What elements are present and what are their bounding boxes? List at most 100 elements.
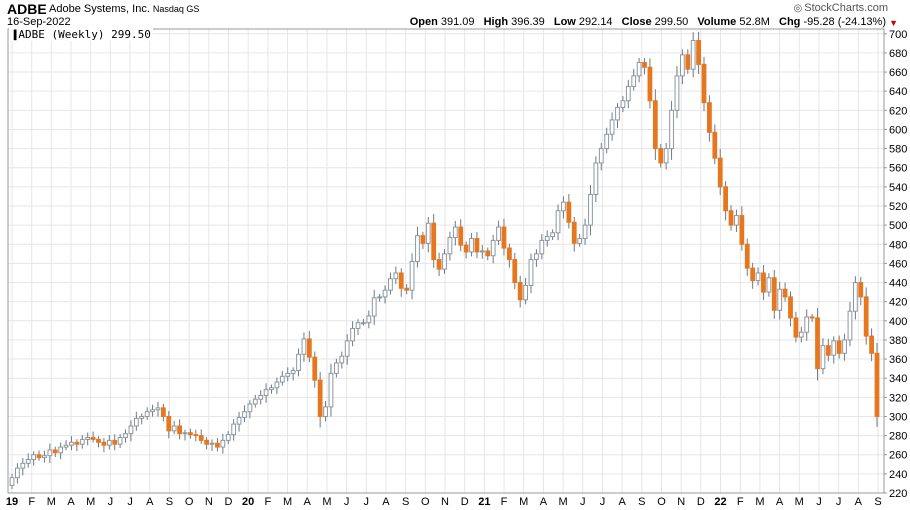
candle-up: [128, 425, 134, 435]
candle-up: [663, 148, 669, 164]
candle-up: [25, 459, 31, 464]
y-tick-label: 240: [889, 469, 907, 481]
y-tick-label: 400: [889, 316, 907, 328]
x-tick-label: A: [776, 496, 784, 508]
candle-up: [279, 375, 285, 383]
candle-down: [782, 288, 788, 298]
candle-down: [771, 277, 777, 311]
stockcharts-brand[interactable]: ◎ StockCharts.com: [794, 2, 888, 14]
candle-up: [171, 425, 177, 432]
y-tick-label: 620: [889, 105, 907, 117]
candle-up: [209, 442, 215, 445]
candle-up: [85, 437, 91, 440]
candle-up: [9, 477, 15, 486]
candle-up: [393, 272, 399, 280]
candle-up: [344, 340, 350, 357]
x-tick-label: S: [874, 496, 881, 508]
candle-down: [215, 442, 220, 448]
down-arrow-icon: ▼: [889, 18, 898, 28]
candle-up: [150, 409, 155, 413]
candle-up: [674, 75, 680, 111]
x-tick-label: S: [638, 496, 645, 508]
y-tick-label: 340: [889, 373, 907, 385]
candle-down: [474, 238, 480, 253]
candle-up: [804, 316, 810, 333]
candle-down: [658, 148, 664, 164]
candle-up: [539, 239, 545, 255]
candle-down: [198, 435, 204, 441]
high-value: 396.39: [511, 16, 545, 28]
x-tick-label: D: [461, 496, 469, 508]
candle-up: [371, 297, 377, 317]
candle-down: [647, 66, 653, 102]
low-label: Low: [553, 16, 576, 28]
candle-up: [577, 238, 583, 244]
y-axis: 220 240 260 280 300 320 340 360 380 400 420 440 460 4…: [884, 29, 907, 500]
candle-up: [333, 362, 339, 374]
y-tick-label: 640: [889, 86, 907, 98]
x-tick-label: D: [225, 496, 233, 508]
candle-up: [852, 282, 858, 312]
candle-down: [571, 221, 577, 244]
x-tick-label: J: [600, 496, 606, 508]
candle-up: [609, 119, 615, 135]
x-tick-label: M: [559, 496, 568, 508]
candle-up: [388, 278, 393, 291]
candle-up: [106, 439, 112, 446]
candle-up: [290, 370, 296, 374]
candle-up: [382, 289, 388, 298]
low-value: 292.14: [578, 16, 613, 28]
candle-down: [739, 215, 745, 245]
quote-date: 16-Sep-2022: [7, 16, 71, 28]
candle-up: [847, 310, 853, 341]
x-tick-label: F: [264, 496, 271, 508]
candle-up: [155, 407, 161, 411]
candle-up: [588, 194, 593, 226]
x-tick-label: A: [382, 496, 390, 508]
close-value: 299.50: [654, 16, 689, 28]
stockcharts-logo-icon: ◎: [793, 3, 803, 14]
company-name: Adobe Systems, Inc.: [49, 3, 150, 15]
y-tick-label: 440: [889, 278, 907, 290]
x-tick-label: J: [836, 496, 842, 508]
x-tick-label: S: [166, 496, 173, 508]
candle-up: [144, 411, 150, 417]
candle-up: [490, 239, 496, 257]
candle-up: [258, 394, 264, 400]
candle-up: [117, 437, 123, 445]
candle-up: [620, 100, 626, 108]
candle-up: [274, 381, 280, 389]
y-tick-label: 460: [889, 258, 907, 270]
y-tick-label: 660: [889, 67, 907, 79]
candle-down: [836, 340, 842, 354]
x-tick-label: N: [677, 496, 685, 508]
x-tick-label: J: [344, 496, 350, 508]
candle-up: [734, 215, 739, 226]
candle-up: [561, 201, 566, 212]
candle-up: [615, 106, 620, 121]
candle-down: [517, 282, 523, 301]
candle-up: [755, 272, 761, 282]
x-tick-label: F: [501, 496, 508, 508]
x-tick-label: J: [127, 496, 133, 508]
y-tick-label: 380: [889, 335, 907, 347]
candle-down: [512, 259, 518, 284]
close-label: Close: [621, 16, 652, 28]
candle-down: [652, 100, 658, 150]
x-tick-label: O: [657, 496, 666, 508]
legend-text: ADBE (Weekly) 299.50: [18, 28, 151, 41]
candle-up: [123, 433, 128, 439]
candle-down: [642, 61, 647, 68]
candle-up: [544, 236, 550, 241]
open-value: 391.09: [440, 16, 475, 28]
y-tick-label: 220: [889, 488, 907, 500]
candle-up: [523, 284, 528, 301]
candle-up: [328, 372, 334, 408]
candle-down: [193, 434, 199, 437]
x-tick-label: F: [737, 496, 744, 508]
open-label: Open: [409, 16, 438, 28]
candle-up: [252, 398, 258, 405]
x-tick-label: F: [28, 496, 35, 508]
candle-up: [350, 327, 355, 342]
